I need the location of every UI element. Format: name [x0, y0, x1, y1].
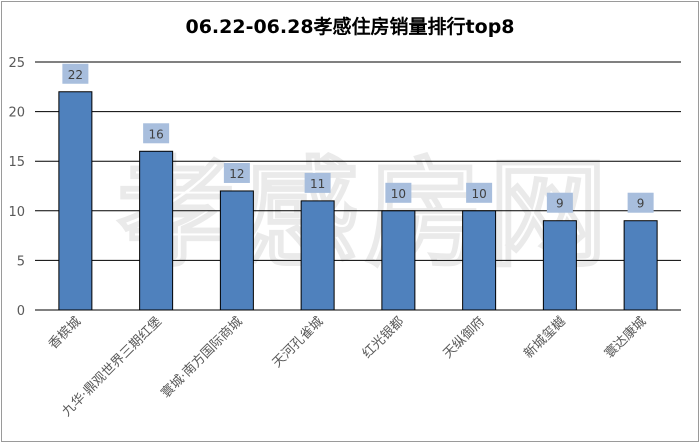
y-tick-label: 25: [8, 56, 25, 71]
data-label: 10: [391, 187, 406, 201]
data-label: 11: [310, 177, 325, 191]
data-label-box: [143, 123, 170, 144]
x-tick-label: 香槟城: [45, 314, 84, 353]
watermark: 孝感房网: [117, 145, 613, 283]
bar: [542, 220, 577, 311]
data-label-box: [466, 182, 493, 203]
y-tick-label: 5: [17, 254, 25, 269]
data-label: 9: [556, 197, 564, 211]
data-label: 22: [68, 68, 83, 82]
data-label: 16: [148, 127, 163, 141]
y-tick-label: 20: [8, 106, 25, 121]
x-tick-label: 天河孔雀城: [270, 314, 327, 371]
data-label: 10: [471, 187, 486, 201]
chart-title: 06.22-06.28孝感住房销量排行top8: [185, 16, 515, 38]
y-tick-label: 15: [8, 155, 25, 170]
bar: [219, 190, 254, 311]
y-tick-label: 10: [8, 205, 25, 220]
bar: [623, 220, 658, 311]
x-tick-label: 寰达康城: [601, 314, 649, 362]
data-label-box: [62, 63, 89, 84]
x-tick-label: 新城玺樾: [521, 314, 569, 362]
data-label: 12: [229, 167, 244, 181]
x-tick-label: 天纵御府: [441, 314, 488, 361]
data-label-box: [546, 192, 573, 213]
bar: [381, 210, 416, 311]
x-tick-label: 寰城·南方国际商城: [158, 314, 246, 402]
bar: [139, 150, 174, 311]
data-label-box: [223, 162, 250, 183]
bar: [300, 200, 335, 311]
x-tick-label: 红光银都: [359, 314, 407, 362]
data-label: 9: [637, 197, 645, 211]
data-label-box: [385, 182, 412, 203]
data-label-box: [304, 172, 331, 193]
y-tick-label: 0: [17, 304, 25, 319]
bar: [58, 91, 93, 311]
data-label-box: [627, 192, 654, 213]
bar: [462, 210, 497, 311]
